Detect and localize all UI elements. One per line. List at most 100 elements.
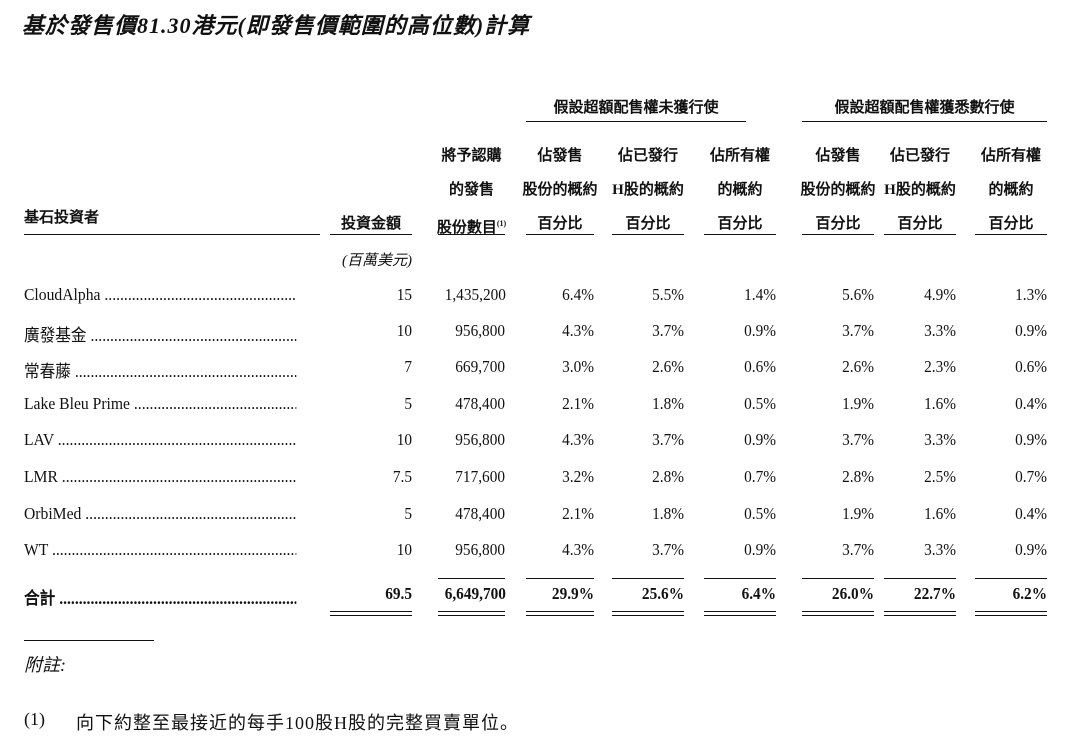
column-header: 將予認購 的發售 股份數目(1) xyxy=(430,139,513,245)
column-header-line: H股的概約 xyxy=(612,182,684,198)
investor-name: LMR ....................................… xyxy=(24,467,296,487)
value-cell: 0.9% xyxy=(744,540,776,559)
investor-name: 廣發基金 ...................................… xyxy=(24,321,296,346)
investor-name: 合計 .....................................… xyxy=(24,584,296,609)
value-cell: 956,800 xyxy=(455,430,505,449)
value-cell: 956,800 xyxy=(455,540,505,559)
notes-heading: 附註: xyxy=(24,655,66,675)
table-row: LMR ....................................… xyxy=(0,467,1080,497)
column-header-line: 百分比 xyxy=(897,216,943,232)
value-cell: 0.4% xyxy=(1015,394,1047,413)
value-cell: 22.7% xyxy=(913,584,956,603)
value-cell: 2.1% xyxy=(562,504,594,523)
value-cell: 2.8% xyxy=(842,467,874,486)
value-cell: 3.7% xyxy=(842,540,874,559)
total-double-rule xyxy=(884,611,956,616)
value-cell: 0.9% xyxy=(1015,540,1047,559)
total-top-rule xyxy=(802,578,874,579)
total-top-rule xyxy=(884,578,956,579)
value-cell: 478,400 xyxy=(455,504,505,523)
investor-name: Lake Bleu Prime ........................… xyxy=(24,394,296,414)
value-cell: 4.3% xyxy=(562,540,594,559)
value-cell: 4.9% xyxy=(924,285,956,304)
group-rule-not-exercised xyxy=(526,121,746,122)
value-cell: 2.5% xyxy=(924,467,956,486)
total-top-rule xyxy=(526,578,594,579)
value-cell: 7.5 xyxy=(392,467,412,486)
value-cell: 26.0% xyxy=(831,584,874,603)
value-cell: 5 xyxy=(404,504,412,523)
value-cell: 2.3% xyxy=(924,357,956,376)
value-cell: 6.4% xyxy=(562,285,594,304)
value-cell: 7 xyxy=(404,357,412,376)
column-header-line: 佔發售 xyxy=(537,148,583,164)
column-header-rule xyxy=(438,234,505,235)
note-text: 向下約整至最接近的每手100股H股的完整買賣單位。 xyxy=(76,713,519,733)
page-title: 基於發售價81.30港元(即發售價範圍的高位數)計算 xyxy=(22,13,531,38)
value-cell: 6,649,700 xyxy=(444,584,506,603)
column-header-rule xyxy=(612,234,684,235)
value-cell: 6.2% xyxy=(1012,584,1047,603)
value-cell: 15 xyxy=(396,285,412,304)
value-cell: 2.6% xyxy=(842,357,874,376)
column-header-line: 佔發售 xyxy=(815,148,861,164)
value-cell: 0.6% xyxy=(744,357,776,376)
value-cell: 1.6% xyxy=(924,394,956,413)
value-cell: 1.8% xyxy=(652,394,684,413)
value-cell: 10 xyxy=(396,321,412,340)
group-rule-fully-exercised xyxy=(802,121,1047,122)
column-header-rule xyxy=(330,234,412,235)
investor-name: WT .....................................… xyxy=(24,540,296,560)
value-cell: 1.3% xyxy=(1015,285,1047,304)
total-double-rule xyxy=(975,611,1047,616)
value-cell: 0.6% xyxy=(1015,357,1047,376)
value-cell: 1.4% xyxy=(744,285,776,304)
value-cell: 1,435,200 xyxy=(444,285,506,304)
total-double-rule xyxy=(438,611,505,616)
column-header-rule xyxy=(526,234,594,235)
total-top-rule xyxy=(975,578,1047,579)
value-cell: 0.9% xyxy=(744,430,776,449)
total-double-rule xyxy=(330,611,412,616)
value-cell: 5.5% xyxy=(652,285,684,304)
table-row: Lake Bleu Prime ........................… xyxy=(0,394,1080,424)
table-row: LAV ....................................… xyxy=(0,430,1080,460)
investor-column-header: 基石投資者 xyxy=(24,210,100,226)
unit-label: (百萬美元) xyxy=(342,253,412,269)
value-cell: 5 xyxy=(404,394,412,413)
column-header: 佔所有權 的概約 百分比 xyxy=(696,139,784,241)
value-cell: 3.3% xyxy=(924,430,956,449)
total-double-rule xyxy=(704,611,776,616)
column-header-line: 的概約 xyxy=(717,182,763,198)
value-cell: 3.7% xyxy=(652,540,684,559)
column-header-rule xyxy=(704,234,776,235)
column-header-line: 百分比 xyxy=(988,216,1034,232)
leader-dots: ........................................… xyxy=(61,467,297,486)
value-cell: 6.4% xyxy=(741,584,776,603)
table-row: WT .....................................… xyxy=(0,540,1080,570)
group-header-not-exercised: 假設超額配售權未獲行使 xyxy=(553,100,719,116)
investor-name: CloudAlpha .............................… xyxy=(24,285,296,305)
group-header-fully-exercised: 假設超額配售權獲悉數行使 xyxy=(834,100,1015,116)
notes-divider xyxy=(24,640,154,641)
leader-dots: ........................................… xyxy=(51,540,296,559)
total-double-rule xyxy=(802,611,874,616)
total-double-rule xyxy=(526,611,594,616)
column-header-line: 佔所有權 xyxy=(709,148,770,164)
value-cell: 1.6% xyxy=(924,504,956,523)
value-cell: 3.7% xyxy=(842,321,874,340)
leader-dots: ........................................… xyxy=(57,430,297,449)
value-cell: 0.5% xyxy=(744,394,776,413)
table-row: OrbiMed ................................… xyxy=(0,504,1080,534)
value-cell: 1.8% xyxy=(652,504,684,523)
value-cell: 10 xyxy=(396,540,412,559)
value-cell: 0.4% xyxy=(1015,504,1047,523)
column-header: 佔已發行 H股的概約 百分比 xyxy=(876,139,964,241)
column-header-line: 將予認購 xyxy=(441,148,502,164)
leader-dots: ........................................… xyxy=(85,504,297,523)
column-header: 投資金額 xyxy=(322,139,420,241)
value-cell: 717,600 xyxy=(455,467,505,486)
column-header-line: 百分比 xyxy=(625,216,671,232)
value-cell: 4.3% xyxy=(562,321,594,340)
total-top-rule xyxy=(704,578,776,579)
